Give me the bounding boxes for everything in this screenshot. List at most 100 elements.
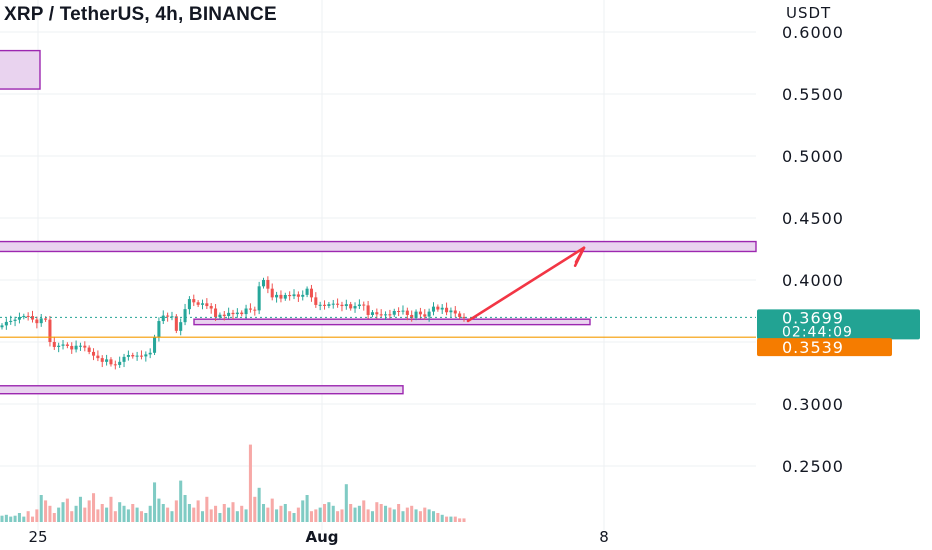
volume-bar xyxy=(135,507,139,522)
candle xyxy=(9,320,13,322)
volume-bar xyxy=(148,505,152,522)
volume-bar xyxy=(445,516,449,522)
countdown-timer: 02:44:09 xyxy=(782,324,853,340)
volume-bar xyxy=(65,498,69,522)
volume-bar xyxy=(270,498,274,522)
candle xyxy=(22,315,26,318)
volume-bar xyxy=(4,514,8,522)
volume-bar xyxy=(458,518,462,522)
candle xyxy=(44,318,48,320)
candle xyxy=(453,310,457,314)
candle xyxy=(187,299,191,310)
candle xyxy=(26,315,30,317)
candle xyxy=(449,310,453,313)
candle xyxy=(153,337,157,353)
candle xyxy=(305,288,309,295)
price-lines xyxy=(0,316,756,338)
currency-label: USDT xyxy=(786,4,832,22)
candle xyxy=(309,288,313,298)
candle xyxy=(336,303,340,305)
volume-bar xyxy=(353,507,357,522)
volume-bar xyxy=(118,502,122,522)
arrow-shaft xyxy=(466,246,586,323)
volume-bar xyxy=(427,509,431,522)
volume-bar xyxy=(327,502,331,522)
volume-bar xyxy=(113,511,117,522)
volume-bar xyxy=(266,507,270,522)
y-axis[interactable]: 0.6000 0.5500 0.5000 0.4500 0.4000 0.3000 0.25… xyxy=(782,23,844,476)
volume-bar xyxy=(370,511,374,522)
volume-bar xyxy=(166,507,170,522)
candle xyxy=(370,312,374,315)
candle xyxy=(410,314,414,318)
y-tick-label: 0.3000 xyxy=(782,395,844,414)
volume-bar xyxy=(139,511,143,522)
candle xyxy=(109,359,113,365)
candle xyxy=(118,361,122,365)
candle xyxy=(275,294,279,298)
candle xyxy=(57,345,61,347)
candle xyxy=(366,305,370,315)
y-tick-label: 0.4000 xyxy=(782,271,844,290)
candle xyxy=(314,297,318,305)
candle xyxy=(462,316,466,318)
candle xyxy=(301,294,305,297)
candle xyxy=(13,319,17,321)
candle xyxy=(392,311,396,315)
candle xyxy=(61,344,65,346)
volume-bar xyxy=(388,507,392,522)
candle xyxy=(157,321,161,338)
volume-bar xyxy=(126,509,130,522)
volume-bar xyxy=(248,444,252,522)
candle xyxy=(0,325,4,328)
candle xyxy=(253,309,257,311)
candle xyxy=(183,309,187,323)
candle xyxy=(445,307,449,313)
volume-bar xyxy=(17,513,21,522)
candle xyxy=(458,313,462,317)
consolidation-zone xyxy=(193,318,591,326)
candle xyxy=(244,308,248,315)
candle xyxy=(148,352,152,355)
candle xyxy=(349,304,353,309)
volume-bar xyxy=(26,511,30,522)
candle xyxy=(436,306,440,310)
candle xyxy=(261,280,266,287)
lower-zone xyxy=(0,385,404,395)
candle xyxy=(231,312,235,315)
volume-bar xyxy=(279,505,283,522)
volume-bar xyxy=(423,507,427,522)
candle xyxy=(431,306,436,312)
candle xyxy=(83,345,87,348)
volume-bar xyxy=(35,509,39,522)
volume-bar xyxy=(44,500,48,522)
volume-bar xyxy=(183,495,187,522)
candle xyxy=(240,312,244,315)
volume-bar xyxy=(161,504,165,522)
x-axis[interactable]: 25 Aug 8 xyxy=(28,528,608,546)
volume-bar xyxy=(174,500,178,522)
candle xyxy=(105,359,109,362)
volume-bar xyxy=(157,498,161,522)
volume-bar xyxy=(0,515,4,522)
zones[interactable] xyxy=(0,49,757,395)
projection-arrow[interactable] xyxy=(466,246,586,323)
volume-bar xyxy=(78,496,82,522)
volume-bar xyxy=(87,500,91,522)
candle xyxy=(427,311,431,317)
candle xyxy=(318,304,322,306)
volume-bar xyxy=(83,507,87,522)
volume-bar xyxy=(231,502,235,522)
volume-bar xyxy=(431,511,436,522)
volume-bar xyxy=(39,495,43,522)
volume-bar xyxy=(244,509,248,522)
candle xyxy=(388,314,392,316)
volume-bar xyxy=(323,504,327,522)
support-value: 0.3539 xyxy=(782,338,844,357)
candle xyxy=(4,321,8,326)
candle xyxy=(235,312,239,315)
candle xyxy=(218,314,222,318)
volume-bar xyxy=(74,505,78,522)
